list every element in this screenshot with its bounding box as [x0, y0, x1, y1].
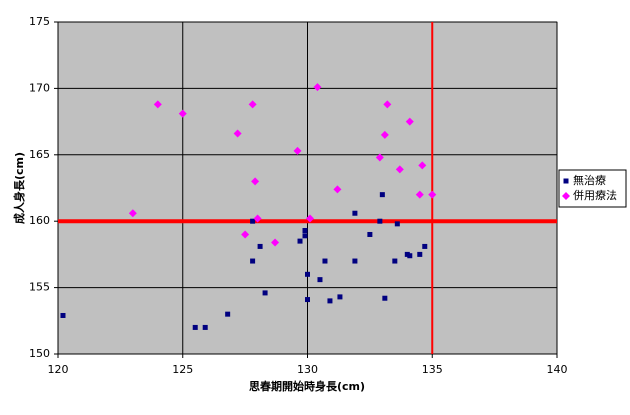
- legend-label: 併用療法: [573, 188, 617, 202]
- point: [407, 253, 413, 259]
- point: [302, 227, 308, 233]
- point: [322, 258, 328, 264]
- point: [382, 295, 388, 301]
- point: [250, 218, 256, 224]
- point: [178, 109, 187, 118]
- point: [375, 153, 384, 162]
- point: [337, 294, 343, 300]
- point: [153, 100, 162, 109]
- point: [297, 238, 303, 244]
- point: [352, 258, 358, 264]
- x-tick-label: 120: [48, 363, 69, 376]
- point: [253, 214, 262, 223]
- y-tick-label: 170: [29, 81, 50, 94]
- point: [271, 238, 280, 247]
- legend-label: 無治療: [573, 173, 606, 187]
- point: [302, 233, 308, 239]
- point: [383, 100, 392, 109]
- point: [392, 258, 398, 264]
- y-tick-label: 165: [29, 148, 50, 161]
- point: [192, 324, 198, 330]
- point: [317, 277, 323, 283]
- point: [313, 83, 322, 92]
- x-tick-label: 130: [297, 363, 318, 376]
- y-axis-title: 成人身長(cm): [12, 152, 26, 224]
- x-tick-label: 125: [172, 363, 193, 376]
- point: [327, 298, 333, 304]
- point: [377, 218, 383, 224]
- y-tick-label: 155: [29, 281, 50, 294]
- point: [395, 165, 404, 174]
- point: [305, 271, 310, 277]
- point: [380, 130, 389, 139]
- x-tick-label: 135: [422, 363, 443, 376]
- point: [415, 190, 424, 199]
- point: [352, 210, 358, 216]
- point: [562, 192, 570, 200]
- point: [250, 258, 256, 264]
- point: [225, 311, 231, 317]
- point: [422, 243, 428, 249]
- point: [333, 185, 342, 194]
- point: [251, 177, 260, 186]
- point: [417, 251, 423, 257]
- point: [379, 192, 385, 198]
- point: [241, 230, 250, 239]
- point: [405, 117, 414, 126]
- x-tick-label: 140: [547, 363, 568, 376]
- y-tick-label: 175: [29, 15, 50, 28]
- point: [257, 243, 263, 249]
- point: [367, 231, 373, 237]
- point: [60, 312, 66, 318]
- point: [428, 190, 437, 199]
- y-tick-label: 160: [29, 214, 50, 227]
- x-axis-title: 思春期開始時身長(cm): [249, 379, 365, 393]
- legend: [558, 169, 627, 208]
- point: [262, 290, 268, 296]
- point: [293, 146, 302, 155]
- point: [202, 324, 208, 330]
- point: [563, 178, 569, 184]
- point: [233, 129, 242, 138]
- point: [128, 209, 137, 218]
- point: [394, 221, 400, 227]
- point: [418, 161, 427, 170]
- point: [305, 297, 310, 303]
- point: [305, 214, 314, 223]
- point: [248, 100, 257, 109]
- y-tick-label: 150: [29, 347, 50, 360]
